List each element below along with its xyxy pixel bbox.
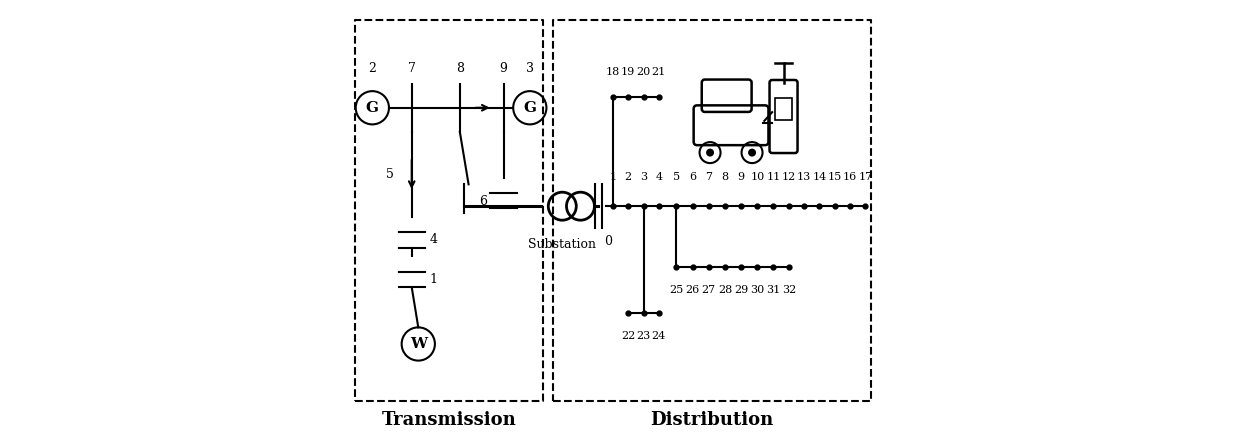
Text: 1: 1	[610, 172, 617, 182]
Text: 7: 7	[408, 62, 415, 75]
Text: 8: 8	[456, 62, 463, 75]
Text: 27: 27	[701, 285, 716, 295]
Text: 21: 21	[652, 67, 667, 77]
Text: 30: 30	[750, 285, 764, 295]
Text: 26: 26	[685, 285, 700, 295]
Text: 6: 6	[479, 195, 487, 208]
Text: 10: 10	[750, 172, 764, 182]
Text: 20: 20	[637, 67, 650, 77]
Text: Substation: Substation	[528, 238, 596, 251]
Text: 2: 2	[368, 62, 377, 75]
Text: 32: 32	[782, 285, 795, 295]
Text: 4: 4	[655, 172, 663, 182]
Text: 11: 11	[767, 172, 781, 182]
Text: 29: 29	[733, 285, 748, 295]
Text: 5: 5	[673, 172, 680, 182]
Text: 1: 1	[429, 273, 437, 286]
Text: 9: 9	[499, 62, 508, 75]
Text: W: W	[410, 337, 427, 351]
Text: 15: 15	[828, 172, 841, 182]
Text: Transmission: Transmission	[382, 411, 517, 429]
Circle shape	[706, 148, 714, 156]
Text: 23: 23	[637, 331, 650, 341]
Text: 22: 22	[621, 331, 636, 341]
Text: 5: 5	[387, 168, 394, 181]
Text: 16: 16	[843, 172, 857, 182]
Text: 18: 18	[606, 67, 620, 77]
Text: 12: 12	[782, 172, 795, 182]
Text: 7: 7	[705, 172, 712, 182]
Text: 25: 25	[669, 285, 684, 295]
Text: 31: 31	[767, 285, 781, 295]
Text: 0: 0	[605, 235, 612, 248]
Text: Distribution: Distribution	[649, 411, 773, 429]
Text: 17: 17	[859, 172, 872, 182]
Text: G: G	[366, 101, 379, 115]
Circle shape	[748, 148, 756, 156]
Text: 8: 8	[721, 172, 729, 182]
Text: 3: 3	[641, 172, 647, 182]
Text: 13: 13	[797, 172, 812, 182]
Text: 24: 24	[652, 331, 667, 341]
Text: 4: 4	[429, 233, 437, 246]
Text: 6: 6	[689, 172, 696, 182]
Text: 19: 19	[621, 67, 636, 77]
Text: 14: 14	[813, 172, 826, 182]
Text: 3: 3	[525, 62, 534, 75]
Text: 9: 9	[737, 172, 745, 182]
Text: 2: 2	[624, 172, 632, 182]
Text: G: G	[523, 101, 536, 115]
Text: 28: 28	[717, 285, 732, 295]
